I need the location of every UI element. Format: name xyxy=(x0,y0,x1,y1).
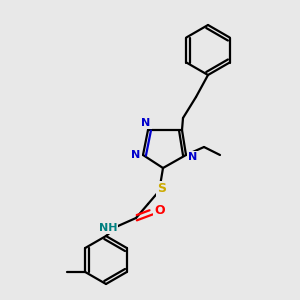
Text: N: N xyxy=(131,150,141,160)
Text: O: O xyxy=(155,203,165,217)
Text: S: S xyxy=(158,182,166,196)
Text: N: N xyxy=(188,152,198,162)
Text: N: N xyxy=(141,118,151,128)
Text: NH: NH xyxy=(99,223,117,233)
